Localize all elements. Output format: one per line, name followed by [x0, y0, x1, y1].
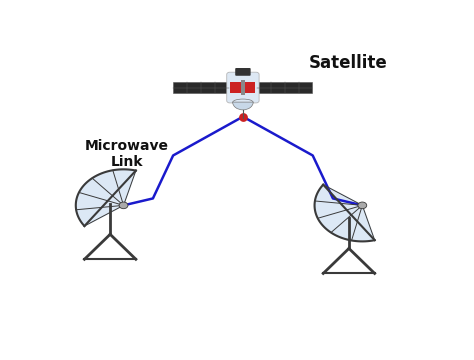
Wedge shape — [233, 102, 253, 110]
Text: Satellite: Satellite — [309, 54, 388, 72]
Bar — [230, 82, 255, 93]
Polygon shape — [76, 169, 136, 226]
Bar — [173, 82, 228, 93]
Circle shape — [358, 202, 367, 209]
Polygon shape — [315, 185, 374, 242]
FancyBboxPatch shape — [235, 68, 251, 76]
Bar — [257, 82, 312, 93]
FancyBboxPatch shape — [227, 72, 259, 103]
Circle shape — [119, 202, 128, 209]
Text: Microwave
Link: Microwave Link — [85, 139, 169, 169]
Point — [239, 114, 246, 120]
Bar — [241, 80, 245, 95]
Ellipse shape — [233, 99, 253, 105]
